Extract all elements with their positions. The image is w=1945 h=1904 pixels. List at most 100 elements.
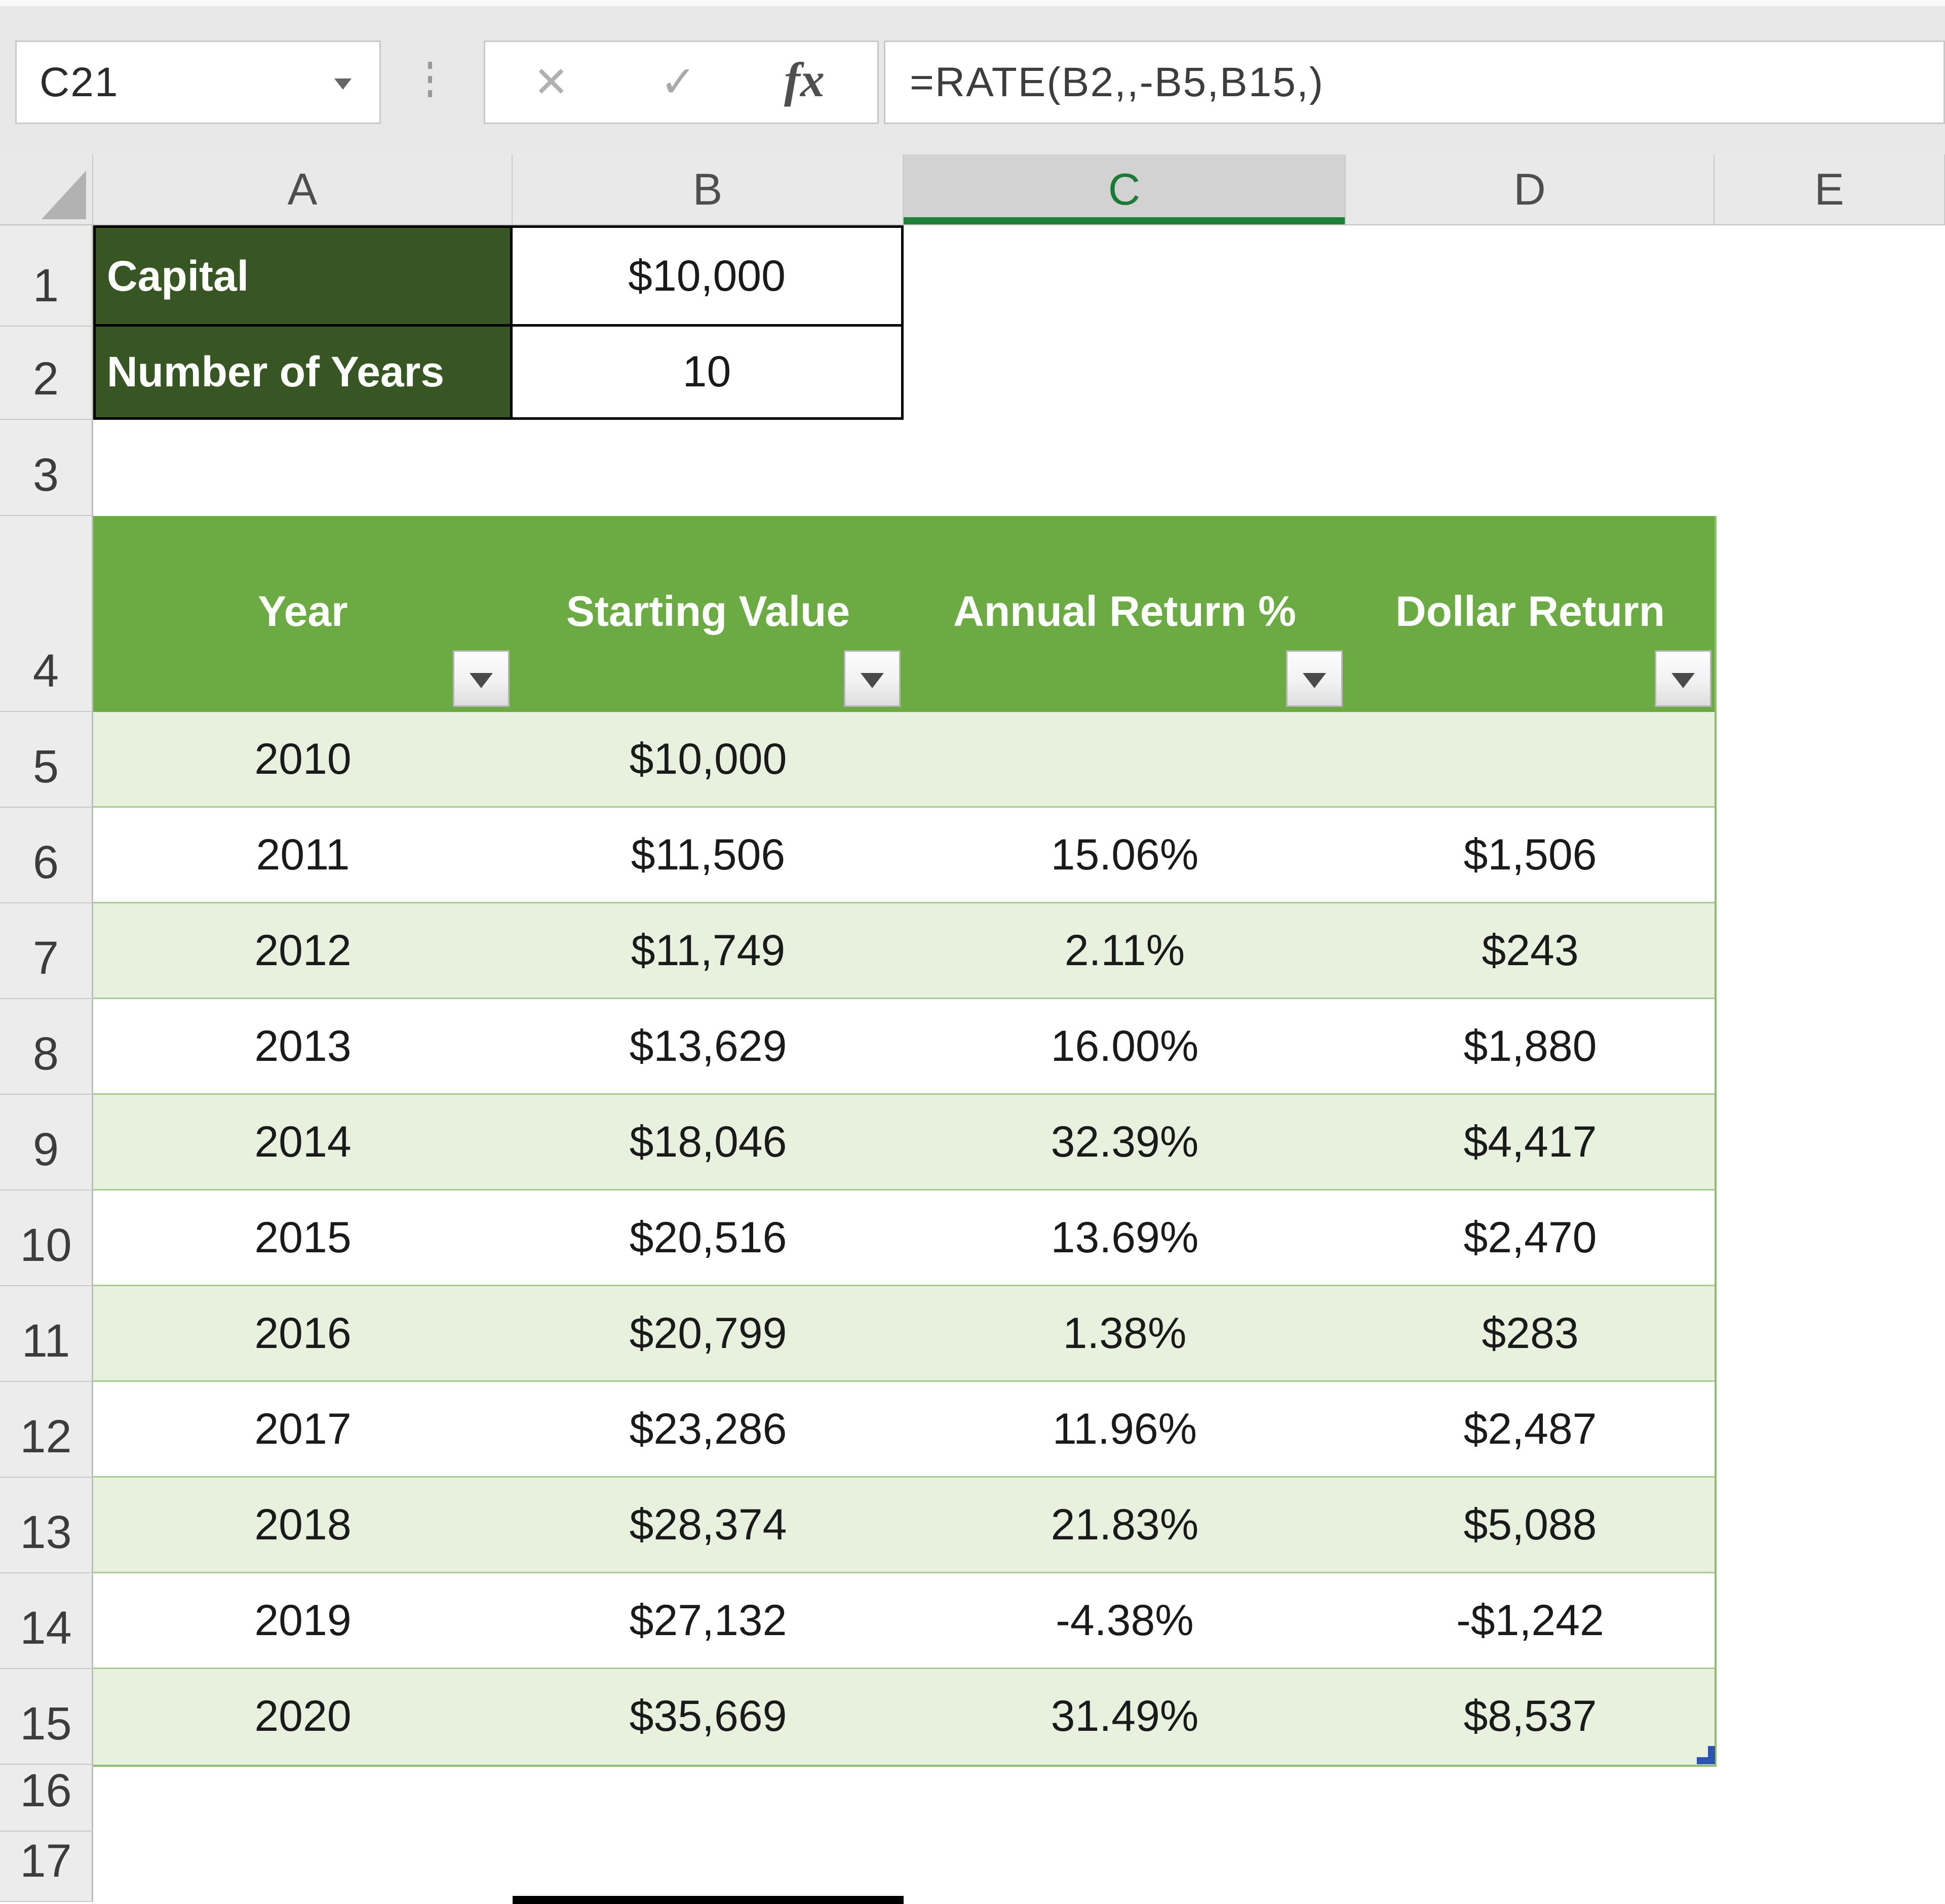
filter-dropdown-button[interactable] (844, 650, 901, 707)
table-row: 2011$11,50615.06%$1,506 (93, 808, 1715, 903)
row-header-15[interactable]: 15 (0, 1669, 93, 1765)
drag-handle-icon (428, 62, 432, 101)
selected-column-underline (904, 217, 1345, 224)
table-cell[interactable]: 2.11% (904, 903, 1346, 998)
table-cell[interactable]: 2014 (93, 1095, 513, 1189)
table-cell[interactable]: 2011 (93, 808, 513, 902)
column-header-row: ABCDE (0, 154, 1945, 225)
column-header-c[interactable]: C (904, 154, 1346, 224)
table-row: 2019$27,132-4.38%-$1,242 (93, 1573, 1715, 1669)
table-header-starting-value: Starting Value (513, 516, 904, 712)
formula-bar[interactable]: =RATE(B2,,-B5,B15,) (884, 41, 1945, 124)
table-resize-handle[interactable] (1697, 1746, 1715, 1764)
table-cell[interactable] (1346, 712, 1715, 806)
input-block: Capital $10,000 Number of Years 10 (93, 225, 904, 420)
table-cell[interactable]: 31.49% (904, 1669, 1346, 1763)
table-cell[interactable]: 2020 (93, 1669, 513, 1763)
table-cell[interactable]: 15.06% (904, 808, 1346, 902)
table-cell[interactable]: 2010 (93, 712, 513, 806)
table-header-label: Starting Value (513, 581, 904, 642)
row-header-13[interactable]: 13 (0, 1478, 93, 1573)
row-header-8[interactable]: 8 (0, 999, 93, 1095)
table-cell[interactable]: $2,487 (1346, 1382, 1715, 1476)
table-cell[interactable]: $23,286 (513, 1382, 904, 1476)
row-header-2[interactable]: 2 (0, 327, 93, 420)
cell-b1[interactable]: $10,000 (513, 228, 901, 324)
formula-buttons: ✕ ✓ fx (484, 41, 879, 124)
table-cell[interactable]: 2018 (93, 1478, 513, 1572)
row-header-3[interactable]: 3 (0, 420, 93, 516)
row-header-6[interactable]: 6 (0, 808, 93, 903)
table-cell[interactable]: $18,046 (513, 1095, 904, 1189)
filter-dropdown-button[interactable] (1655, 650, 1711, 707)
row-header-7[interactable]: 7 (0, 903, 93, 999)
table-row: 2017$23,28611.96%$2,487 (93, 1382, 1715, 1478)
table-cell[interactable]: $283 (1346, 1286, 1715, 1380)
table-cell[interactable]: $1,506 (1346, 808, 1715, 902)
cell-a1[interactable]: Capital (96, 228, 513, 324)
table-cell[interactable]: 1.38% (904, 1286, 1346, 1380)
cell-b2[interactable]: 10 (513, 327, 901, 417)
row-header-9[interactable]: 9 (0, 1095, 93, 1191)
table-cell[interactable]: 16.00% (904, 999, 1346, 1093)
table-cell[interactable]: $1,880 (1346, 999, 1715, 1093)
table-cell[interactable]: $20,516 (513, 1191, 904, 1285)
insert-function-icon[interactable]: fx (784, 42, 825, 123)
table-cell[interactable]: $11,749 (513, 903, 904, 998)
filter-dropdown-icon (1671, 673, 1695, 688)
table-cell[interactable]: 2016 (93, 1286, 513, 1380)
table-cell[interactable]: $27,132 (513, 1573, 904, 1668)
table-cell[interactable]: $11,506 (513, 808, 904, 902)
table-row: 2010$10,000 (93, 712, 1715, 808)
select-all-button[interactable] (0, 154, 93, 224)
table-cell[interactable]: 2012 (93, 903, 513, 998)
table-cell[interactable]: $8,537 (1346, 1669, 1715, 1763)
years-value: 10 (683, 347, 731, 397)
row-header-5[interactable]: 5 (0, 712, 93, 808)
years-label: Number of Years (107, 347, 444, 396)
column-header-a[interactable]: A (93, 154, 513, 224)
table-row: 2014$18,04632.39%$4,417 (93, 1095, 1715, 1191)
column-header-e[interactable]: E (1715, 154, 1945, 224)
table-cell[interactable]: 2017 (93, 1382, 513, 1476)
row-header-4[interactable]: 4 (0, 516, 93, 712)
cancel-icon[interactable]: ✕ (533, 42, 569, 123)
name-box[interactable]: C21 (15, 41, 381, 124)
row-header-12[interactable]: 12 (0, 1382, 93, 1478)
table-header-year: Year (93, 516, 513, 712)
table-cell[interactable]: $2,470 (1346, 1191, 1715, 1285)
excel-window: C21 ✕ ✓ fx =RATE(B2,,-B5,B15,) ABCDE 123… (0, 0, 1945, 1904)
filter-dropdown-button[interactable] (453, 650, 510, 707)
column-header-d[interactable]: D (1346, 154, 1715, 224)
row-header-10[interactable]: 10 (0, 1191, 93, 1286)
table-cell[interactable]: -4.38% (904, 1573, 1346, 1668)
table-row: 2018$28,37421.83%$5,088 (93, 1478, 1715, 1573)
column-header-b[interactable]: B (513, 154, 904, 224)
table-cell[interactable]: $20,799 (513, 1286, 904, 1380)
cell-a2[interactable]: Number of Years (96, 327, 513, 417)
table-cell[interactable]: 2019 (93, 1573, 513, 1668)
filter-dropdown-button[interactable] (1286, 650, 1343, 707)
table-cell[interactable]: $28,374 (513, 1478, 904, 1572)
table-cell[interactable]: $35,669 (513, 1669, 904, 1763)
table-cell[interactable]: $4,417 (1346, 1095, 1715, 1189)
row-header-14[interactable]: 14 (0, 1573, 93, 1669)
row-header-11[interactable]: 11 (0, 1286, 93, 1382)
row-header-1[interactable]: 1 (0, 225, 93, 327)
table-cell[interactable]: $10,000 (513, 712, 904, 806)
table-cell[interactable]: $243 (1346, 903, 1715, 998)
table-cell[interactable]: 13.69% (904, 1191, 1346, 1285)
enter-icon[interactable]: ✓ (660, 42, 696, 123)
table-cell[interactable] (904, 712, 1346, 806)
table-cell[interactable]: -$1,242 (1346, 1573, 1715, 1668)
table-cell[interactable]: 2015 (93, 1191, 513, 1285)
table-cell[interactable]: 21.83% (904, 1478, 1346, 1572)
table-cell[interactable]: 11.96% (904, 1382, 1346, 1476)
row-header-17[interactable]: 17 (0, 1832, 93, 1902)
row-header-16[interactable]: 16 (0, 1765, 93, 1832)
table-cell[interactable]: 2013 (93, 999, 513, 1093)
table-cell[interactable]: $13,629 (513, 999, 904, 1093)
table-cell[interactable]: $5,088 (1346, 1478, 1715, 1572)
name-box-dropdown-icon[interactable] (334, 78, 352, 90)
table-cell[interactable]: 32.39% (904, 1095, 1346, 1189)
